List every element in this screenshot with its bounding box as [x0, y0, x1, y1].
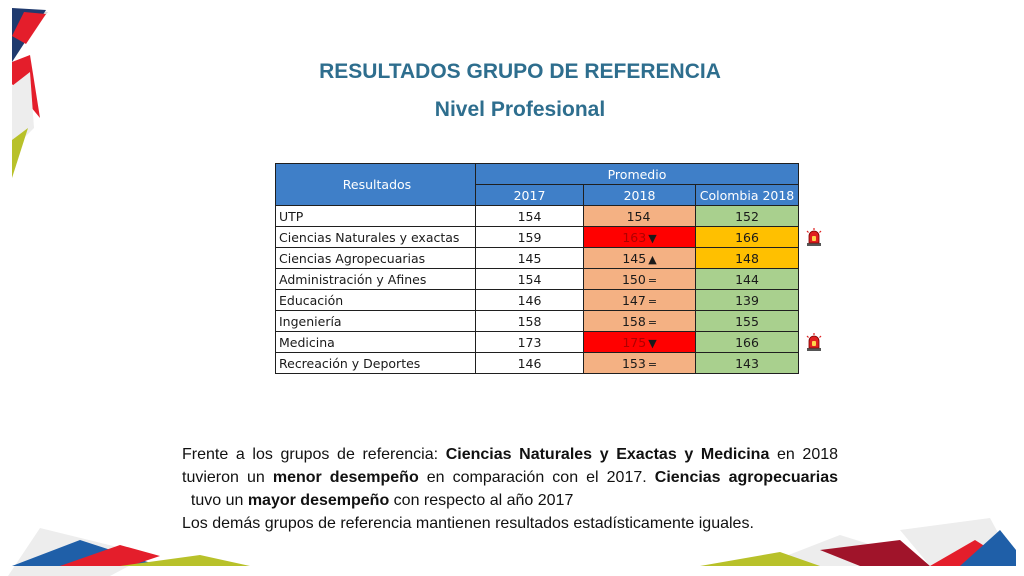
cell-2018: 153 =: [583, 352, 696, 374]
page-subtitle: Nivel Profesional: [434, 98, 606, 121]
cell-2018: 150 =: [583, 268, 696, 290]
cell-2018: 163 ▼: [583, 226, 696, 248]
summary-bold-higher: mayor desempeño: [247, 492, 390, 509]
row-label: UTP: [275, 205, 476, 227]
summary-text: Frente a los grupos de referencia: Cienc…: [182, 443, 838, 535]
page-title: RESULTADOS GRUPO DE REFERENCIA: [319, 60, 721, 83]
cell-colombia-2018: 139: [695, 289, 799, 311]
cell-2017: 146: [475, 352, 584, 374]
table-row: Medicina 173 175 ▼ 166: [275, 331, 799, 353]
results-table: Resultados Promedio 2017 2018 Colombia 2…: [275, 163, 799, 374]
deco-shape-grey-mid: [12, 72, 34, 150]
cell-2017: 158: [475, 310, 584, 332]
summary-text-span: Frente a los grupos de referencia:: [182, 446, 446, 463]
cell-2018-value: 163: [622, 229, 647, 245]
row-label: Ingeniería: [275, 310, 476, 332]
table-row: Ciencias Naturales y exactas 159 163 ▼ 166: [275, 226, 799, 248]
cell-2018: 158 =: [583, 310, 696, 332]
cell-2018: 175 ▼: [583, 331, 696, 353]
header-promedio: Promedio: [475, 163, 799, 185]
trend-mark: ▼: [648, 336, 657, 350]
cell-colombia-2018: 166: [695, 331, 799, 353]
cell-2017: 159: [475, 226, 584, 248]
cell-colombia-2018: 143: [695, 352, 799, 374]
cell-2018-value: 153: [621, 355, 646, 371]
alarm-siren-icon: [805, 227, 823, 247]
deco-shape-lime-bl: [120, 555, 250, 566]
header-results: Resultados: [275, 163, 476, 206]
trend-mark: ▼: [648, 231, 657, 245]
cell-colombia-2018: 166: [695, 226, 799, 248]
summary-text-span: en 2018 tuvieron un: [182, 446, 839, 486]
cell-2018-value: 154: [626, 208, 651, 224]
cell-2018-value: 145: [622, 250, 647, 266]
deco-shape-darkred-br: [820, 540, 930, 566]
table-row: Ingeniería 158 158 = 155: [275, 310, 799, 332]
trend-mark: =: [647, 294, 658, 308]
row-label: Recreación y Deportes: [275, 352, 476, 374]
summary-bold-agro: Ciencias agropecuarias: [654, 469, 839, 486]
deco-shape-red-top: [12, 12, 46, 44]
header-colombia-2018: Colombia 2018: [695, 184, 799, 206]
cell-colombia-2018: 155: [695, 310, 799, 332]
deco-shape-red-bl: [60, 545, 160, 566]
summary-bold-groups: Ciencias Naturales y Exactas y Medicina: [445, 446, 770, 463]
row-label: Ciencias Naturales y exactas: [275, 226, 476, 248]
cell-colombia-2018: 144: [695, 268, 799, 290]
row-label: Ciencias Agropecuarias: [275, 247, 476, 269]
cell-2017: 145: [475, 247, 584, 269]
cell-2018: 154: [583, 205, 696, 227]
deco-shape-blue-br: [960, 530, 1016, 566]
alarm-siren-icon: [805, 332, 823, 352]
deco-shape-lime-br: [700, 552, 820, 566]
trend-mark: =: [647, 315, 658, 329]
cell-2018-value: 150: [621, 271, 646, 287]
row-label: Administración y Afines: [275, 268, 476, 290]
table-row: Administración y Afines 154 150 = 144: [275, 268, 799, 290]
summary-paragraph-1: Frente a los grupos de referencia: Cienc…: [182, 443, 838, 512]
summary-text-span: en comparación con el 2017.: [418, 469, 655, 486]
row-label: Medicina: [275, 331, 476, 353]
summary-text-span: tuvo un: [182, 492, 248, 509]
header-2018: 2018: [583, 184, 696, 206]
cell-2018-value: 158: [621, 313, 646, 329]
table-row: Ciencias Agropecuarias 145 145 ▲ 148: [275, 247, 799, 269]
table-row: UTP 154 154 152: [275, 205, 799, 227]
trend-mark: =: [647, 357, 658, 371]
summary-bold-lower: menor desempeño: [272, 469, 419, 486]
cell-2018-value: 147: [621, 292, 646, 308]
header-2017: 2017: [475, 184, 584, 206]
cell-2018: 145 ▲: [583, 247, 696, 269]
cell-2017: 154: [475, 268, 584, 290]
cell-2017: 146: [475, 289, 584, 311]
deco-shape-lime: [12, 128, 28, 178]
cell-2017: 154: [475, 205, 584, 227]
cell-2018-value: 175: [622, 334, 647, 350]
summary-paragraph-2: Los demás grupos de referencia mantienen…: [182, 515, 754, 532]
trend-mark: =: [647, 273, 658, 287]
results-table-body: UTP 154 154 152 Ciencias Naturales y exactas…: [275, 205, 799, 374]
cell-2017: 173: [475, 331, 584, 353]
cell-colombia-2018: 148: [695, 247, 799, 269]
cell-2018: 147 =: [583, 289, 696, 311]
table-row: Educación 146 147 = 139: [275, 289, 799, 311]
row-label: Educación: [275, 289, 476, 311]
table-row: Recreación y Deportes 146 153 = 143: [275, 352, 799, 374]
summary-text-span: con respecto al año 2017: [389, 492, 574, 509]
cell-colombia-2018: 152: [695, 205, 799, 227]
trend-mark: ▲: [648, 252, 657, 266]
